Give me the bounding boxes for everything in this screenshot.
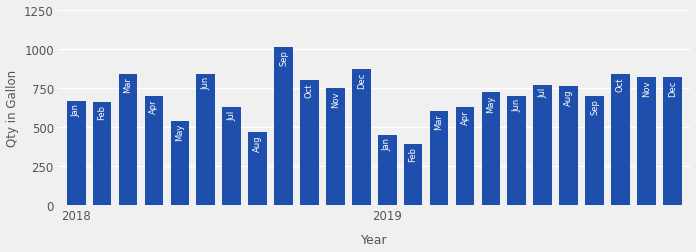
Text: Oct: Oct (616, 77, 625, 91)
Bar (119, 74, 137, 205)
Text: Jan: Jan (383, 138, 392, 150)
Bar (663, 78, 681, 205)
X-axis label: Year: Year (361, 234, 388, 246)
Bar (171, 121, 189, 205)
Bar (326, 88, 345, 205)
Bar (637, 78, 656, 205)
Text: Feb: Feb (409, 147, 418, 162)
Bar (560, 87, 578, 205)
Bar (352, 70, 370, 205)
Bar (274, 48, 293, 205)
Text: Dec: Dec (357, 72, 366, 88)
Text: Jan: Jan (72, 104, 81, 117)
Y-axis label: Qty in Gallon: Qty in Gallon (6, 70, 19, 146)
Bar (611, 74, 630, 205)
Bar (482, 93, 500, 205)
Bar (145, 96, 164, 205)
Text: Mar: Mar (123, 77, 132, 92)
Text: Jun: Jun (512, 99, 521, 112)
Text: Jul: Jul (227, 110, 236, 120)
Text: Feb: Feb (97, 105, 106, 120)
Text: Aug: Aug (564, 89, 573, 106)
Text: Nov: Nov (331, 91, 340, 107)
Bar (404, 145, 422, 205)
Bar (533, 85, 552, 205)
Text: Sep: Sep (590, 99, 599, 114)
Text: Apr: Apr (461, 109, 469, 124)
Bar (456, 107, 474, 205)
Bar (196, 74, 215, 205)
Bar (507, 96, 526, 205)
Text: Dec: Dec (667, 80, 677, 96)
Text: Aug: Aug (253, 135, 262, 152)
Bar (429, 112, 448, 205)
Text: Nov: Nov (642, 80, 651, 96)
Bar (93, 103, 111, 205)
Text: Jun: Jun (201, 77, 210, 90)
Text: Jul: Jul (538, 88, 547, 98)
Bar (300, 81, 319, 205)
Bar (585, 96, 604, 205)
Text: May: May (487, 96, 496, 113)
Bar (67, 102, 86, 205)
Bar (378, 135, 397, 205)
Text: Sep: Sep (279, 50, 288, 66)
Text: Oct: Oct (305, 83, 314, 98)
Text: Apr: Apr (150, 99, 159, 113)
Text: May: May (175, 123, 184, 141)
Bar (222, 108, 241, 205)
Bar (248, 133, 267, 205)
Text: Mar: Mar (434, 114, 443, 130)
